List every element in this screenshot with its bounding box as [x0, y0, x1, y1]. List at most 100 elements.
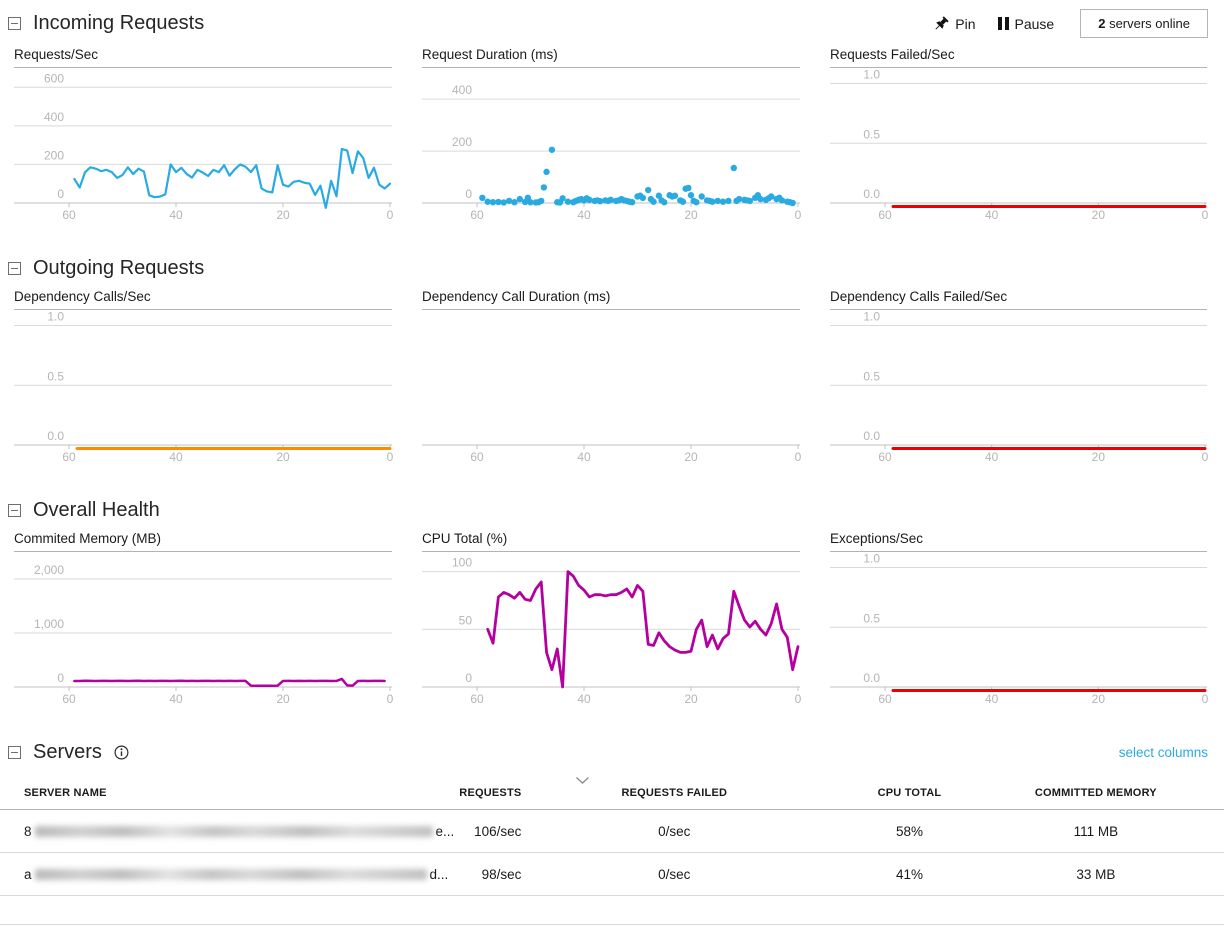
section-title-servers: Servers — [33, 741, 102, 763]
column-header-requests-failed[interactable]: REQUESTS FAILED — [621, 787, 728, 799]
svg-text:0.0: 0.0 — [863, 187, 880, 201]
select-columns-link[interactable]: select columns — [1118, 745, 1208, 760]
svg-text:100: 100 — [452, 556, 472, 570]
collapse-minus-icon[interactable] — [8, 504, 21, 517]
svg-text:20: 20 — [1092, 692, 1106, 706]
section-title-outgoing: Outgoing Requests — [33, 257, 205, 279]
section-overall-health: Overall Health Commited Memory (MB) 0 1,0… — [0, 490, 1224, 732]
pushpin-icon — [935, 15, 949, 30]
chart-title: Requests/Sec — [14, 47, 392, 68]
column-header-committed-memory[interactable]: COMMITTED MEMORY — [1034, 787, 1157, 799]
pause-label: Pause — [1014, 15, 1055, 32]
svg-text:60: 60 — [470, 692, 484, 706]
svg-text:0.0: 0.0 — [47, 429, 64, 443]
requests-cell: 98/sec — [481, 867, 522, 882]
server-name-prefix: a — [24, 867, 32, 882]
column-header-server-name[interactable]: SERVER NAME — [24, 787, 107, 799]
svg-text:20: 20 — [684, 450, 698, 464]
svg-text:40: 40 — [577, 450, 591, 464]
incoming-charts-row: Requests/Sec 0 200 400 600 60 40 20 0 Request D… — [0, 45, 1224, 248]
svg-text:400: 400 — [44, 110, 64, 124]
pin-button[interactable]: Pin — [933, 15, 976, 32]
svg-text:0: 0 — [57, 187, 64, 201]
chart-committed-memory: Commited Memory (MB) 0 1,000 2,000 60 40 20 0 — [14, 531, 394, 706]
chart-dependency-call-duration: Dependency Call Duration (ms) 60 40 20 0 — [422, 289, 802, 464]
collapse-minus-icon[interactable] — [8, 17, 21, 30]
server-name-suffix: e... — [435, 824, 455, 839]
servers-header: Servers select columns — [0, 732, 1224, 771]
svg-text:60: 60 — [62, 692, 76, 706]
overall-health-header: Overall Health — [0, 490, 1224, 529]
svg-text:0.5: 0.5 — [863, 611, 880, 625]
page-bottom-divider — [0, 924, 1224, 925]
svg-text:60: 60 — [62, 208, 76, 222]
chevron-down-icon[interactable] — [575, 776, 590, 788]
pin-label: Pin — [955, 15, 976, 32]
section-outgoing-requests: Outgoing Requests Dependency Calls/Sec 0… — [0, 248, 1224, 490]
servers-online-badge: 2 servers online — [1080, 9, 1208, 38]
svg-text:0.0: 0.0 — [863, 429, 880, 443]
svg-text:0: 0 — [795, 450, 802, 464]
info-icon — [114, 745, 129, 760]
svg-text:40: 40 — [577, 692, 591, 706]
svg-text:0: 0 — [1202, 692, 1209, 706]
chart-title: CPU Total (%) — [422, 531, 800, 552]
svg-text:2,000: 2,000 — [34, 563, 64, 577]
chart-dependency-calls-per-sec: Dependency Calls/Sec 0.0 0.5 1.0 60 40 20 0 — [14, 289, 394, 464]
svg-text:60: 60 — [878, 208, 892, 222]
svg-text:20: 20 — [276, 692, 290, 706]
svg-text:0: 0 — [465, 671, 472, 685]
requests-failed-cell: 0/sec — [658, 824, 691, 839]
chart-title: Dependency Call Duration (ms) — [422, 289, 800, 310]
chart-requests-failed-per-sec: Requests Failed/Sec 0.0 0.5 1.0 60 40 20 0 — [830, 47, 1209, 222]
section-incoming-requests: Incoming Requests Pin Pause 2 servers on… — [0, 0, 1224, 248]
svg-text:0: 0 — [795, 692, 802, 706]
svg-text:20: 20 — [684, 208, 698, 222]
svg-text:0: 0 — [1202, 208, 1209, 222]
svg-text:20: 20 — [684, 692, 698, 706]
svg-text:40: 40 — [985, 450, 999, 464]
svg-text:1.0: 1.0 — [863, 552, 880, 566]
live-metrics-toolbar: Pin Pause 2 servers online — [933, 9, 1208, 38]
server-name-redacted — [34, 826, 433, 837]
svg-text:0: 0 — [387, 450, 394, 464]
svg-text:40: 40 — [985, 208, 999, 222]
requests-failed-cell: 0/sec — [658, 867, 691, 882]
table-row: 8 e... 106/sec 0/sec 58% 111 MB — [0, 810, 1224, 853]
svg-text:200: 200 — [452, 135, 472, 149]
chart-title: Dependency Calls/Sec — [14, 289, 392, 310]
section-title-health: Overall Health — [33, 499, 160, 521]
servers-online-text: servers online — [1105, 16, 1190, 31]
svg-text:1.0: 1.0 — [863, 68, 880, 82]
svg-text:0.0: 0.0 — [863, 671, 880, 685]
chart-request-duration: Request Duration (ms) 0 200 400 60 40 20 0 — [422, 47, 802, 222]
column-header-cpu-total[interactable]: CPU TOTAL — [877, 787, 942, 799]
svg-text:60: 60 — [470, 450, 484, 464]
svg-text:50: 50 — [459, 613, 473, 627]
committed-memory-cell: 111 MB — [1073, 824, 1119, 839]
pause-button[interactable]: Pause — [997, 15, 1055, 32]
svg-text:40: 40 — [169, 692, 183, 706]
server-name-redacted — [34, 869, 427, 880]
chart-title: Exceptions/Sec — [830, 531, 1207, 552]
server-name-cell: 8 e... — [24, 824, 459, 839]
outgoing-requests-header: Outgoing Requests — [0, 248, 1224, 287]
svg-text:600: 600 — [44, 71, 64, 85]
svg-text:20: 20 — [1092, 208, 1106, 222]
svg-text:1.0: 1.0 — [47, 310, 64, 324]
svg-text:60: 60 — [878, 450, 892, 464]
chart-title: Request Duration (ms) — [422, 47, 800, 68]
server-name-prefix: 8 — [24, 824, 32, 839]
chart-cpu-total: CPU Total (%) 0 50 100 60 40 20 0 — [422, 531, 802, 706]
collapse-minus-icon[interactable] — [8, 262, 21, 275]
svg-text:60: 60 — [62, 450, 76, 464]
collapse-minus-icon[interactable] — [8, 746, 21, 759]
servers-table-header: SERVER NAME REQUESTS REQUESTS FAILED CPU… — [0, 771, 1224, 810]
incoming-requests-header: Incoming Requests Pin Pause 2 servers on… — [0, 0, 1224, 45]
cpu-total-cell: 41% — [895, 867, 923, 882]
server-name-cell: a d... — [24, 867, 459, 882]
svg-text:0.5: 0.5 — [47, 369, 64, 383]
column-header-requests[interactable]: REQUESTS — [459, 787, 522, 799]
svg-text:0.5: 0.5 — [863, 369, 880, 383]
requests-cell: 106/sec — [474, 824, 522, 839]
